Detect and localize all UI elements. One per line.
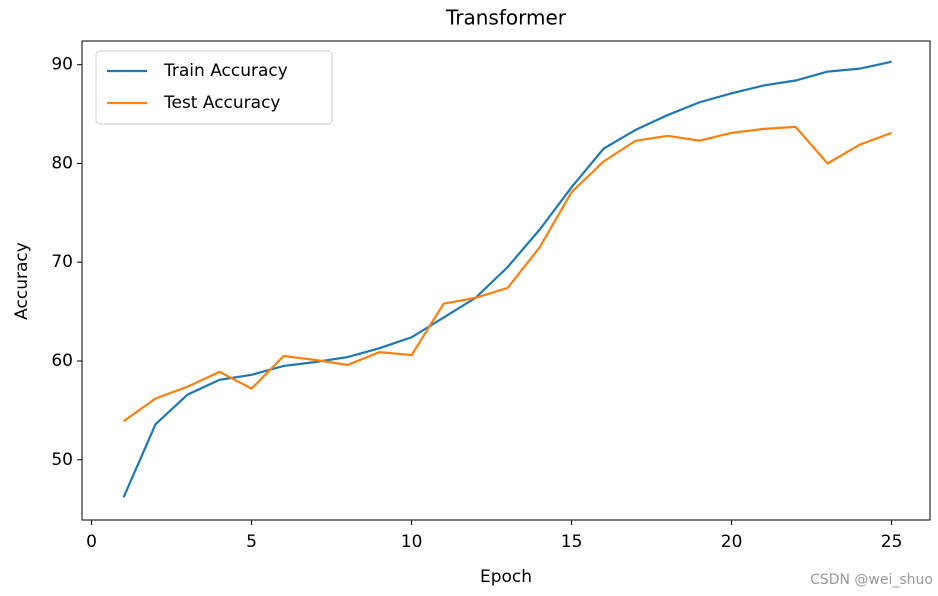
- x-tick-label: 25: [881, 532, 903, 552]
- plot-frame: [81, 40, 931, 521]
- x-tick-label: 5: [246, 532, 257, 552]
- x-tick-label: 20: [721, 532, 743, 552]
- x-tick-label: 15: [561, 532, 583, 552]
- legend-box: [95, 50, 333, 125]
- x-tick-label: 0: [86, 532, 97, 552]
- y-axis-label: Accuracy: [12, 242, 32, 320]
- x-tick-label: 10: [401, 532, 423, 552]
- y-tick-label: 90: [51, 55, 73, 75]
- legend-label: Test Accuracy: [163, 93, 281, 113]
- legend-label: Train Accuracy: [163, 61, 288, 81]
- x-axis-label: Epoch: [480, 567, 532, 587]
- series-line: [122, 125, 892, 423]
- chart-title: Transformer: [445, 6, 567, 30]
- watermark: CSDN @wei_shuo: [810, 572, 933, 588]
- y-tick-label: 60: [51, 351, 73, 371]
- y-tick-label: 50: [51, 450, 73, 470]
- y-tick-label: 80: [51, 153, 73, 173]
- series-line: [122, 60, 892, 498]
- y-tick-label: 70: [51, 252, 73, 272]
